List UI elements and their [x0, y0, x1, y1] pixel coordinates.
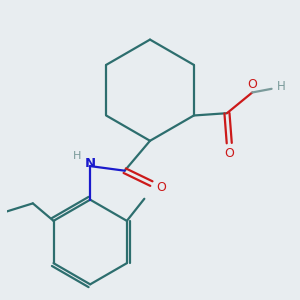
Text: N: N [85, 157, 96, 170]
Text: H: H [277, 80, 286, 94]
Text: O: O [224, 147, 234, 160]
Text: H: H [73, 151, 82, 161]
Text: O: O [157, 181, 166, 194]
Text: O: O [247, 78, 257, 91]
